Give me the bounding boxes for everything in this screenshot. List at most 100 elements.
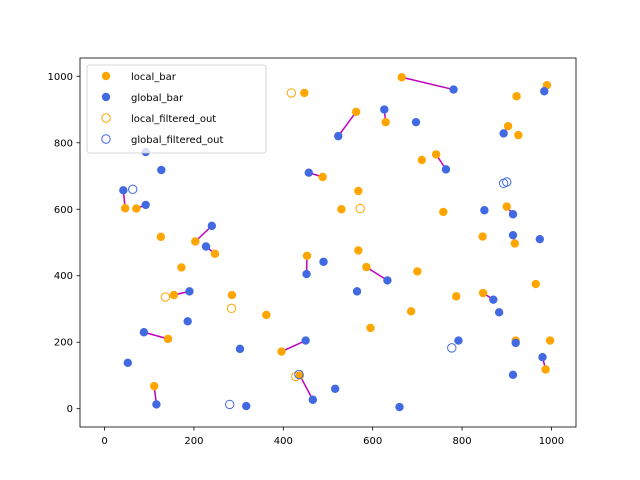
local-bar-point — [531, 279, 540, 289]
local-bar-point — [337, 205, 346, 214]
local-bar-point — [431, 150, 441, 159]
local-bar-point — [439, 207, 448, 217]
global-filtered-out-point — [447, 343, 457, 353]
local-bar-point — [478, 288, 488, 298]
local-bar-point — [169, 290, 179, 300]
global-bar-point — [183, 317, 192, 326]
global-bar-point — [508, 210, 518, 219]
local-bar-point — [397, 73, 406, 82]
global-bar-point — [304, 168, 313, 177]
local-bar-point — [120, 204, 130, 213]
global-bar-point — [380, 105, 389, 114]
global-bar-point — [201, 242, 211, 251]
local-bar-point — [149, 381, 159, 391]
points-layer — [119, 73, 555, 412]
local-bar-point — [227, 290, 237, 300]
x-tick-label: 800 — [453, 436, 472, 447]
local-bar-point — [277, 347, 286, 356]
global-bar-point — [242, 401, 251, 411]
local-bar-point — [300, 88, 309, 98]
x-tick-label: 200 — [184, 436, 203, 447]
local-bar-point — [541, 365, 550, 374]
local-bar-point — [478, 232, 487, 241]
legend-label-global-filtered-out: global_filtered_out — [131, 135, 223, 146]
y-tick-label: 400 — [54, 271, 73, 282]
local-bar-point — [354, 186, 363, 196]
local-bar-point — [351, 107, 361, 117]
local-bar-point — [502, 202, 511, 211]
local-filtered-out-point — [355, 203, 365, 214]
global-bar-point — [123, 358, 133, 368]
local-bar-point — [354, 246, 363, 255]
global-bar-point — [185, 287, 194, 296]
local-bar-point — [163, 334, 173, 344]
global-bar-point — [449, 85, 458, 94]
legend-label-global-bar: global_bar — [131, 93, 184, 104]
local-bar-point — [514, 130, 523, 140]
global-bar-point — [330, 384, 340, 393]
local-bar-point — [510, 239, 519, 248]
global-bar-point — [352, 287, 362, 296]
global-bar-point — [480, 206, 489, 215]
local-bar-point — [545, 336, 555, 345]
link-line — [337, 111, 357, 137]
global-bar-point — [538, 352, 547, 362]
local-bar-point — [452, 292, 461, 301]
local-bar-point — [417, 155, 427, 165]
global-bar-point — [511, 338, 520, 348]
legend-box — [86, 64, 267, 154]
global-bar-point — [301, 336, 310, 345]
local-bar-point — [262, 310, 271, 320]
y-tick-label: 0 — [67, 404, 73, 415]
local-bar-point — [210, 249, 220, 259]
global-bar-point — [235, 344, 245, 354]
global-bar-point — [207, 221, 217, 231]
x-tick-label: 1000 — [539, 436, 564, 447]
y-tick-label: 1000 — [48, 72, 73, 83]
local-bar-point — [413, 267, 422, 276]
global-bar-point — [499, 129, 508, 138]
global-filtered-out-point — [502, 177, 512, 187]
global-bar-point — [540, 87, 549, 96]
global-bar-point — [302, 269, 311, 279]
x-tick-label: 0 — [101, 436, 107, 447]
local-bar-point — [366, 323, 375, 333]
local-bar-point — [503, 121, 513, 131]
local-filtered-out-point — [286, 88, 297, 98]
local-bar-point — [191, 237, 200, 246]
y-axis: 0 200 400 600 800 1000 — [48, 72, 80, 415]
legend-marker-local-bar — [101, 71, 111, 81]
local-bar-point — [132, 204, 141, 213]
y-tick-label: 800 — [54, 138, 73, 149]
global-filtered-out-point — [128, 184, 138, 195]
local-bar-point — [177, 263, 186, 272]
global-bar-point — [308, 395, 318, 404]
global-bar-point — [157, 165, 166, 175]
local-bar-point — [406, 307, 416, 316]
local-filtered-out-point — [291, 371, 301, 382]
global-bar-point — [319, 257, 328, 266]
global-bar-point — [141, 200, 150, 210]
global-bar-point — [334, 131, 343, 141]
local-filtered-out-point — [226, 303, 237, 314]
link-line — [281, 339, 306, 353]
global-filtered-out-point — [294, 369, 304, 380]
local-bar-point — [381, 117, 390, 127]
local-bar-point — [156, 232, 166, 242]
global-bar-point — [508, 230, 518, 240]
local-bar-point — [302, 251, 312, 260]
x-tick-label: 600 — [363, 436, 382, 447]
global-bar-point — [383, 276, 392, 285]
link-line — [401, 76, 454, 91]
legend-marker-global-filtered-out — [101, 134, 111, 144]
legend-marker-global-bar — [101, 92, 111, 102]
global-bar-point — [152, 400, 161, 409]
global-bar-point — [494, 308, 504, 317]
x-axis: 0 200 400 600 800 1000 — [101, 427, 564, 447]
x-tick-label: 400 — [274, 436, 293, 447]
local-bar-point — [318, 172, 327, 182]
global-bar-point — [139, 328, 149, 337]
legend-label-local-bar: local_bar — [131, 72, 177, 83]
global-filtered-out-point — [224, 399, 235, 410]
link-line — [299, 375, 314, 401]
